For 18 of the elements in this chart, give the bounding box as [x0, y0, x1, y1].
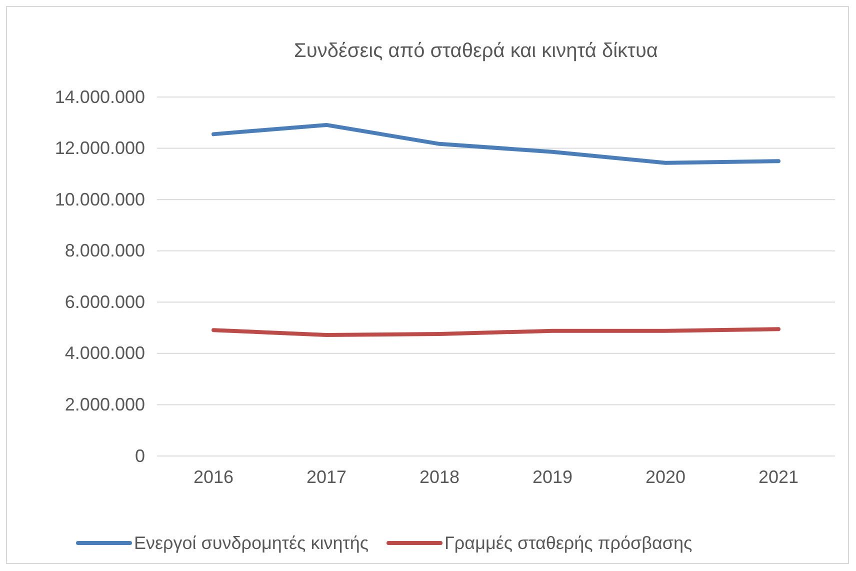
- y-tick-label: 8.000.000: [64, 240, 145, 261]
- x-tick-label: 2021: [758, 466, 799, 487]
- y-tick-label: 12.000.000: [54, 138, 145, 158]
- y-tick-label: 14.000.000: [54, 86, 145, 107]
- x-tick-label: 2017: [306, 466, 347, 487]
- legend-label: Γραμμές σταθερής πρόσβασης: [444, 533, 693, 553]
- y-tick-label: 0: [134, 446, 145, 466]
- y-tick-label: 2.000.000: [64, 394, 145, 414]
- y-tick-label: 4.000.000: [64, 343, 145, 364]
- y-tick-label: 10.000.000: [54, 189, 145, 210]
- x-tick-label: 2019: [532, 466, 573, 487]
- y-tick-label: 6.000.000: [64, 292, 145, 312]
- chart-title: Συνδέσεις από σταθερά και κινητά δίκτυα: [294, 40, 658, 62]
- line-series: [212, 122, 780, 165]
- legend-label: Ενεργοί συνδρομητές κινητής: [134, 533, 369, 553]
- x-tick-label: 2020: [645, 466, 686, 487]
- x-tick-label: 2016: [193, 466, 234, 487]
- x-tick-label: 2018: [419, 466, 460, 487]
